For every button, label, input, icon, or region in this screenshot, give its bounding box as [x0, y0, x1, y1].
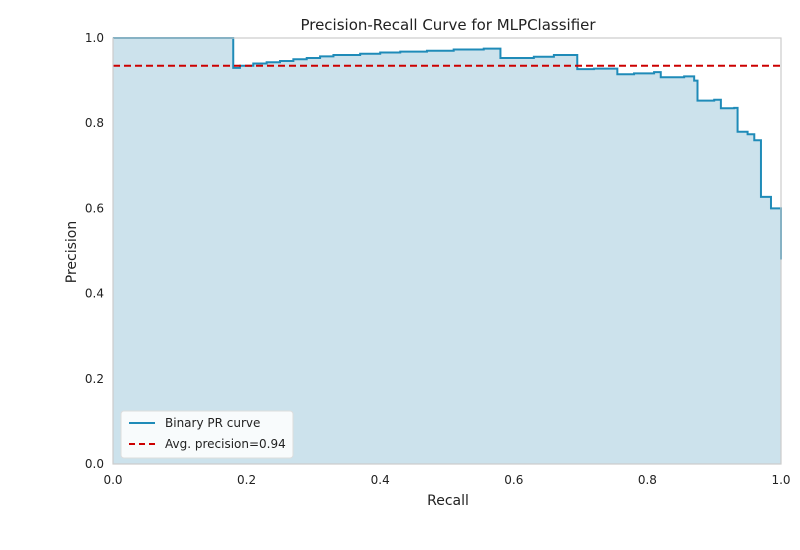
y-tick-label: 0.2 — [85, 372, 104, 386]
y-tick-label: 0.4 — [85, 287, 104, 301]
legend-label-avg-precision: Avg. precision=0.94 — [165, 437, 286, 451]
x-tick-label: 0.8 — [638, 473, 657, 487]
pr-curve-line — [113, 37, 782, 260]
x-axis-label: Recall — [427, 493, 469, 509]
y-tick-label: 0.8 — [85, 116, 104, 130]
x-tick-label: 0.2 — [237, 473, 256, 487]
x-tick-label: 0.6 — [504, 473, 523, 487]
pr-curve-fill — [113, 38, 781, 464]
y-tick-label: 0.6 — [85, 201, 104, 215]
legend: Binary PR curve Avg. precision=0.94 — [120, 410, 294, 459]
x-tick-label: 1.0 — [771, 473, 790, 487]
y-tick-label: 1.0 — [85, 31, 104, 45]
x-tick-label: 0.4 — [371, 473, 390, 487]
chart-title: Precision-Recall Curve for MLPClassifier — [300, 16, 596, 34]
y-tick-label: 0.0 — [85, 457, 104, 471]
plot-frame — [112, 37, 782, 465]
y-axis-label: Precision — [64, 221, 80, 283]
x-tick-label: 0.0 — [103, 473, 122, 487]
legend-label-pr-curve: Binary PR curve — [165, 416, 260, 430]
legend-box — [120, 410, 294, 459]
plot-area: 0.0 0.2 0.4 0.6 0.8 1.0 0.0 0.2 0.4 0.6 0.8 1.0 — [85, 31, 791, 487]
